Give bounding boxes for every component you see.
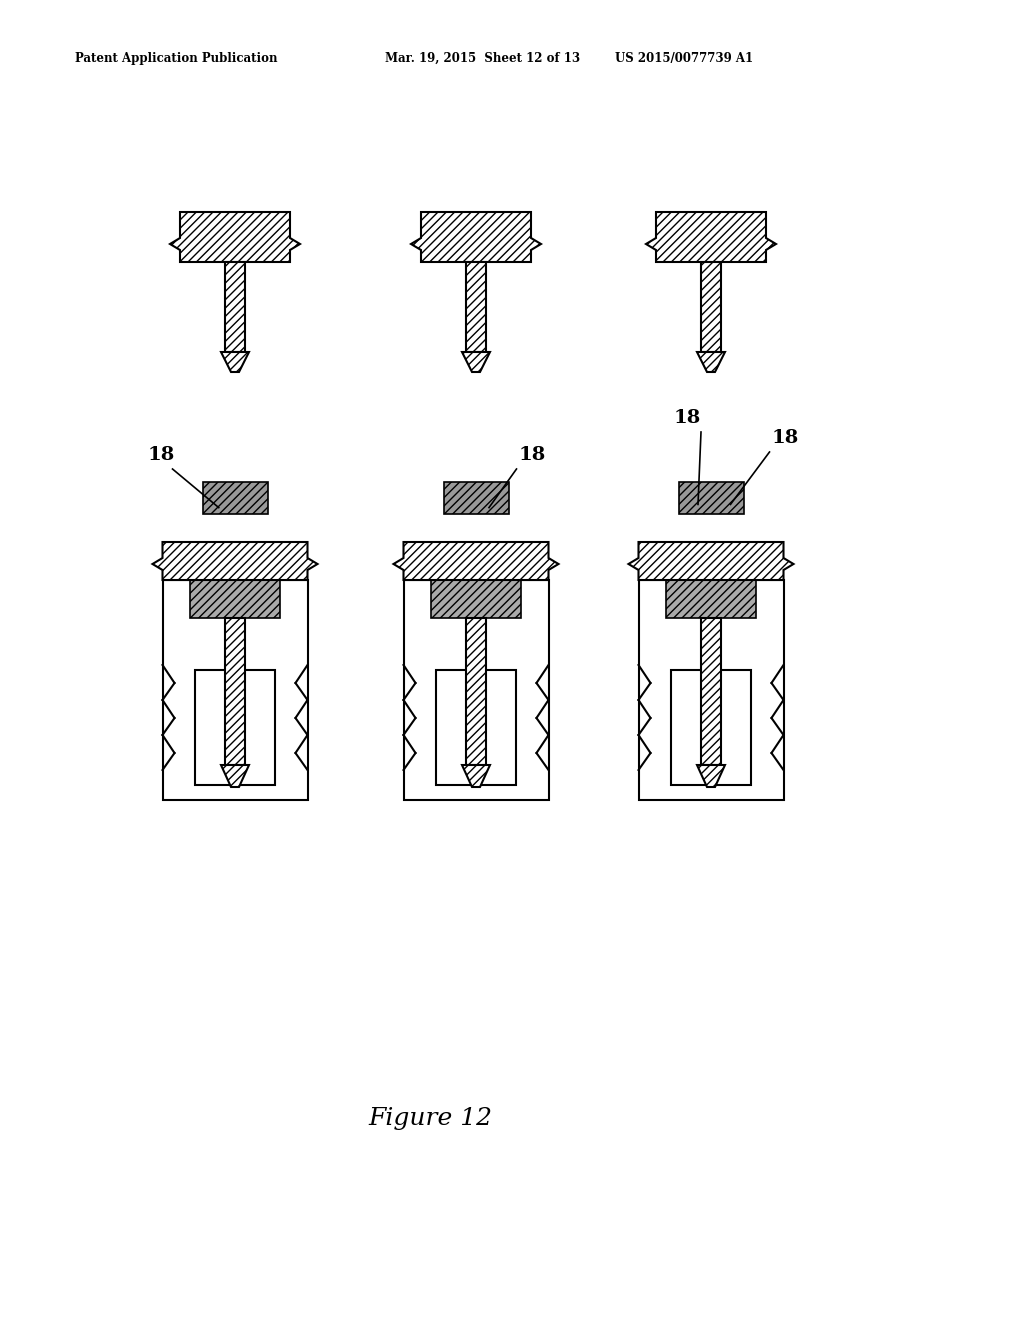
Bar — [163, 579, 307, 800]
Polygon shape — [462, 352, 490, 372]
Bar — [443, 482, 509, 513]
Polygon shape — [170, 213, 300, 261]
Polygon shape — [462, 766, 490, 787]
Polygon shape — [646, 213, 776, 261]
Bar — [639, 579, 783, 800]
Polygon shape — [153, 543, 317, 579]
Text: Figure 12: Figure 12 — [368, 1107, 492, 1130]
Text: 18: 18 — [518, 446, 546, 465]
Bar — [671, 671, 751, 785]
Text: 18: 18 — [674, 409, 701, 426]
Bar — [225, 261, 245, 352]
Polygon shape — [221, 766, 249, 787]
Polygon shape — [393, 543, 558, 579]
Text: US 2015/0077739 A1: US 2015/0077739 A1 — [615, 51, 753, 65]
Bar — [666, 579, 756, 618]
Bar — [190, 579, 280, 618]
Bar — [225, 618, 245, 766]
Bar — [466, 261, 486, 352]
Bar — [203, 482, 267, 513]
Polygon shape — [221, 352, 249, 372]
Bar — [436, 671, 516, 785]
Bar — [701, 618, 721, 766]
Text: 18: 18 — [147, 446, 175, 465]
Polygon shape — [697, 352, 725, 372]
Bar — [466, 618, 486, 766]
Bar — [431, 579, 521, 618]
Bar — [403, 579, 549, 800]
Text: 18: 18 — [771, 429, 799, 447]
Bar — [679, 482, 743, 513]
Bar — [195, 671, 275, 785]
Bar — [701, 261, 721, 352]
Polygon shape — [629, 543, 794, 579]
Polygon shape — [411, 213, 541, 261]
Text: Mar. 19, 2015  Sheet 12 of 13: Mar. 19, 2015 Sheet 12 of 13 — [385, 51, 581, 65]
Polygon shape — [697, 766, 725, 787]
Text: Patent Application Publication: Patent Application Publication — [75, 51, 278, 65]
